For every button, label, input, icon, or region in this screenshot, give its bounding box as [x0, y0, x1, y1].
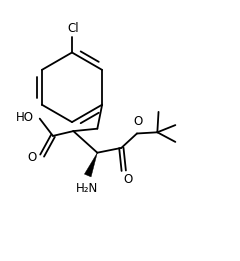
Text: O: O: [28, 151, 37, 164]
Polygon shape: [84, 153, 97, 177]
Text: HO: HO: [16, 111, 34, 124]
Text: O: O: [133, 115, 143, 128]
Text: O: O: [123, 173, 133, 186]
Text: Cl: Cl: [67, 22, 79, 35]
Text: H₂N: H₂N: [75, 181, 98, 194]
